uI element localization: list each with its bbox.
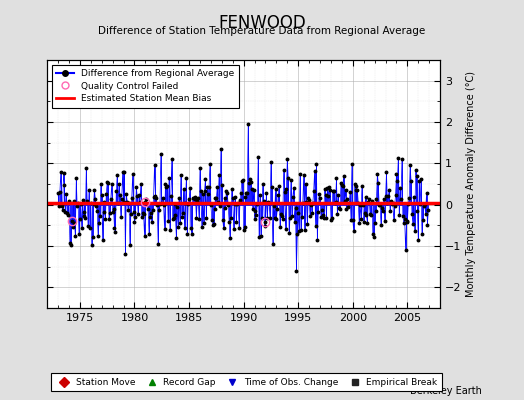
Text: Berkeley Earth: Berkeley Earth — [410, 386, 482, 396]
Text: Difference of Station Temperature Data from Regional Average: Difference of Station Temperature Data f… — [99, 26, 425, 36]
Text: FENWOOD: FENWOOD — [218, 14, 306, 32]
Legend: Difference from Regional Average, Quality Control Failed, Estimated Station Mean: Difference from Regional Average, Qualit… — [52, 64, 239, 108]
Y-axis label: Monthly Temperature Anomaly Difference (°C): Monthly Temperature Anomaly Difference (… — [466, 71, 476, 297]
Legend: Station Move, Record Gap, Time of Obs. Change, Empirical Break: Station Move, Record Gap, Time of Obs. C… — [51, 374, 442, 392]
